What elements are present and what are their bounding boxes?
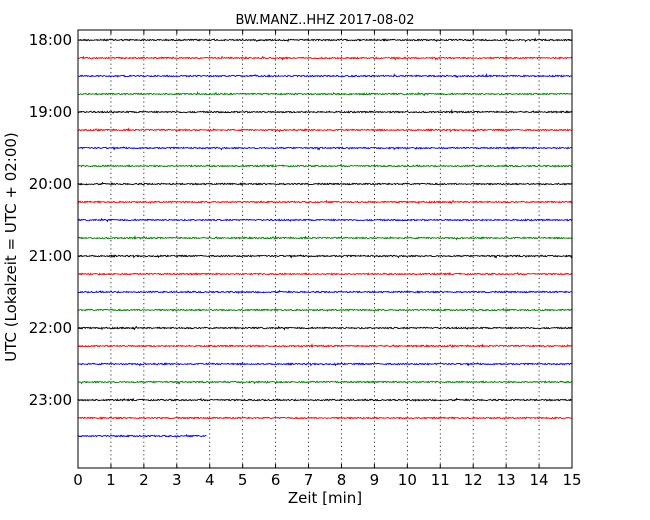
- trace-line-20: [77, 380, 572, 385]
- grid-lines: [110, 30, 540, 468]
- trace-group: [77, 37, 573, 438]
- trace-line-19: [77, 362, 573, 367]
- x-tick-label: 4: [205, 471, 215, 489]
- x-tick-label: 0: [73, 471, 83, 489]
- y-tick-label: 21:00: [29, 247, 72, 265]
- y-tick-label: 19:00: [29, 103, 72, 121]
- x-axis-label: Zeit [min]: [288, 489, 362, 507]
- y-tick-label: 23:00: [29, 391, 72, 409]
- trace-line-8: [77, 163, 572, 168]
- x-tick-label: 10: [398, 471, 417, 489]
- trace-line-13: [77, 254, 573, 259]
- x-tick-label: 12: [464, 471, 483, 489]
- x-tick-label: 1: [106, 471, 116, 489]
- x-tick-label: 2: [139, 471, 149, 489]
- trace-line-2: [77, 55, 573, 61]
- x-tick-label: 11: [431, 471, 450, 489]
- trace-line-22: [77, 416, 573, 420]
- trace-line-3: [77, 72, 573, 79]
- x-tick-label: 3: [172, 471, 182, 489]
- trace-line-23: [77, 433, 207, 438]
- trace-line-6: [77, 127, 573, 133]
- x-tick-label: 8: [337, 471, 347, 489]
- x-tick-label: 15: [562, 471, 581, 489]
- trace-line-15: [77, 289, 572, 294]
- x-tick-label: 6: [271, 471, 281, 489]
- trace-line-14: [77, 271, 573, 276]
- x-tick-label: 14: [530, 471, 549, 489]
- x-tick-label: 9: [370, 471, 380, 489]
- trace-line-7: [77, 146, 573, 151]
- x-tick-label: 7: [304, 471, 314, 489]
- trace-line-12: [77, 234, 572, 241]
- chart-title: BW.MANZ..HHZ 2017-08-02: [235, 13, 414, 28]
- trace-line-11: [77, 217, 573, 223]
- trace-line-18: [77, 342, 572, 348]
- y-tick-label: 18:00: [29, 31, 72, 49]
- trace-line-1: [77, 37, 573, 43]
- x-tick-label: 5: [238, 471, 248, 489]
- trace-line-16: [77, 307, 573, 312]
- x-axis: 0 1 2 3 4 5 6 7 8 9 10 11 12 13 14 15: [73, 30, 582, 489]
- trace-line-5: [77, 108, 572, 114]
- trace-line-17: [77, 325, 572, 331]
- y-tick-label: 20:00: [29, 175, 72, 193]
- trace-line-21: [77, 397, 572, 402]
- trace-line-9: [77, 181, 572, 186]
- trace-line-4: [77, 91, 573, 97]
- y-tick-label: 22:00: [29, 319, 72, 337]
- plot-frame: [77, 29, 573, 469]
- y-axis-label: UTC (Lokalzeit = UTC + 02:00): [2, 132, 20, 362]
- trace-line-10: [77, 199, 573, 205]
- x-tick-label: 13: [497, 471, 516, 489]
- y-axis: 18:00 19:00 20:00 21:00 22:00 23:00: [29, 31, 572, 409]
